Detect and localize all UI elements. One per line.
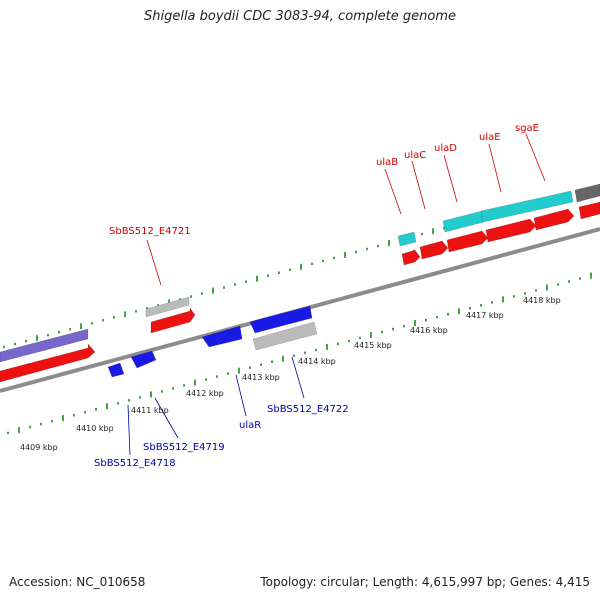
gene-label-ulad[interactable]: ulaD [434,143,457,154]
gene-red-left[interactable] [0,343,96,383]
gene-ulaE-cyan[interactable] [480,190,574,223]
kbp-label: 4412 kbp [186,389,224,398]
gene-label-ulae[interactable]: ulaE [479,132,501,143]
kbp-label: 4418 kbp [523,296,561,305]
genome-summary-text: Topology: circular; Length: 4,615,997 bp… [260,575,590,589]
lower-leader [291,356,305,399]
lower-strand-genes [107,305,318,378]
map-title: Shigella boydii CDC 3083-94, complete ge… [143,9,457,24]
gene-e4719[interactable] [130,350,157,369]
lower-leader [127,404,131,456]
kbp-label: 4414 kbp [298,357,336,366]
gene-ulaC[interactable] [419,240,449,260]
gene-ulaB-cyan[interactable] [397,231,417,247]
upper-leader [384,168,402,215]
lower-tick-track [7,272,592,435]
gene-e4722-blue[interactable] [249,305,313,334]
kbp-label: 4415 kbp [354,341,392,350]
gene-ulaD-cyan[interactable] [442,210,485,233]
lower-leader [154,397,179,439]
gene-label-sbbs512_e4719[interactable]: SbBS512_E4719 [143,442,225,453]
gene-label-sbbs512_e4718[interactable]: SbBS512_E4718 [94,458,176,469]
gene-e4718[interactable] [107,362,125,378]
upper-leader [488,143,502,193]
gene-labels: SbBS512_E4721 ulaB ulaC ulaD ulaE sgaE SbBS512… [94,123,539,469]
gene-label-ular[interactable]: ulaR [239,420,261,431]
gene-ulaR[interactable] [201,325,243,348]
kbp-label: 4413 kbp [242,373,280,382]
gene-red-right[interactable] [578,201,600,220]
accession-text: Accession: NC_010658 [9,575,146,589]
upper-leader [411,160,426,210]
upper-leader [146,239,162,286]
lower-leader [235,374,247,417]
gene-e4722-gray[interactable] [252,321,318,351]
upper-leader [443,154,458,203]
gene-label-sbbs512_e4721[interactable]: SbBS512_E4721 [109,226,191,237]
kbp-label: 4410 kbp [76,424,114,433]
label-leaders [127,133,546,456]
gene-label-sbbs512_e4722[interactable]: SbBS512_E4722 [267,404,349,415]
kbp-label: 4409 kbp [20,443,58,452]
gene-label-sgae[interactable]: sgaE [515,123,539,134]
kbp-label: 4417 kbp [466,311,504,320]
upper-leader [525,133,546,182]
gene-ulaB[interactable] [401,249,421,266]
gene-ulaD[interactable] [446,230,489,253]
upper-strand-genes [0,183,600,383]
gene-label-ulab[interactable]: ulaB [376,157,398,168]
gene-gray-e4721[interactable] [145,296,190,318]
gene-red-e4721[interactable] [150,307,196,334]
gene-sgaE[interactable] [533,208,575,231]
gene-dark-right[interactable] [574,183,600,203]
gene-purple-left[interactable] [0,328,89,363]
gene-ulaE[interactable] [485,218,537,243]
kbp-label: 4416 kbp [410,326,448,335]
kbp-label: 4411 kbp [131,406,169,415]
kbp-scale: 4409 kbp 4410 kbp 4411 kbp 4412 kbp 4413 kbp… [20,296,561,452]
gene-label-ulac[interactable]: ulaC [404,150,426,161]
